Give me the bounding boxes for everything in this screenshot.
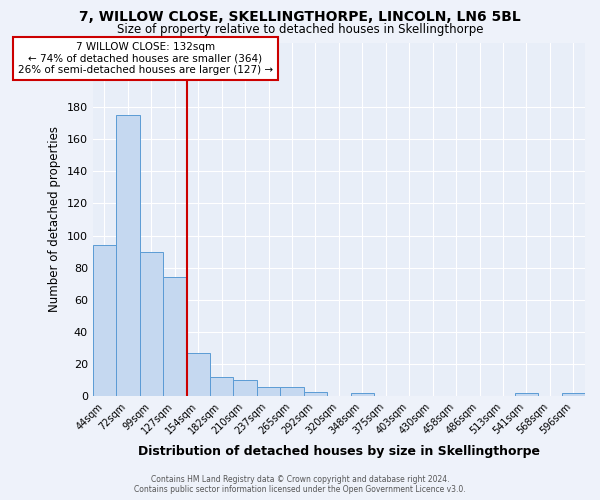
Bar [515,393,538,396]
Bar [280,386,304,396]
Bar [304,392,327,396]
Bar [93,245,116,396]
Bar [140,252,163,396]
Text: 7 WILLOW CLOSE: 132sqm
← 74% of detached houses are smaller (364)
26% of semi-de: 7 WILLOW CLOSE: 132sqm ← 74% of detached… [18,42,273,75]
X-axis label: Distribution of detached houses by size in Skellingthorpe: Distribution of detached houses by size … [138,444,540,458]
Text: 7, WILLOW CLOSE, SKELLINGTHORPE, LINCOLN, LN6 5BL: 7, WILLOW CLOSE, SKELLINGTHORPE, LINCOLN… [79,10,521,24]
Bar [257,386,280,396]
Bar [350,393,374,396]
Bar [187,353,210,397]
Bar [163,278,187,396]
Text: Size of property relative to detached houses in Skellingthorpe: Size of property relative to detached ho… [117,22,483,36]
Bar [116,115,140,396]
Bar [562,393,585,396]
Bar [233,380,257,396]
Bar [210,377,233,396]
Text: Contains HM Land Registry data © Crown copyright and database right 2024.
Contai: Contains HM Land Registry data © Crown c… [134,474,466,494]
Y-axis label: Number of detached properties: Number of detached properties [48,126,61,312]
